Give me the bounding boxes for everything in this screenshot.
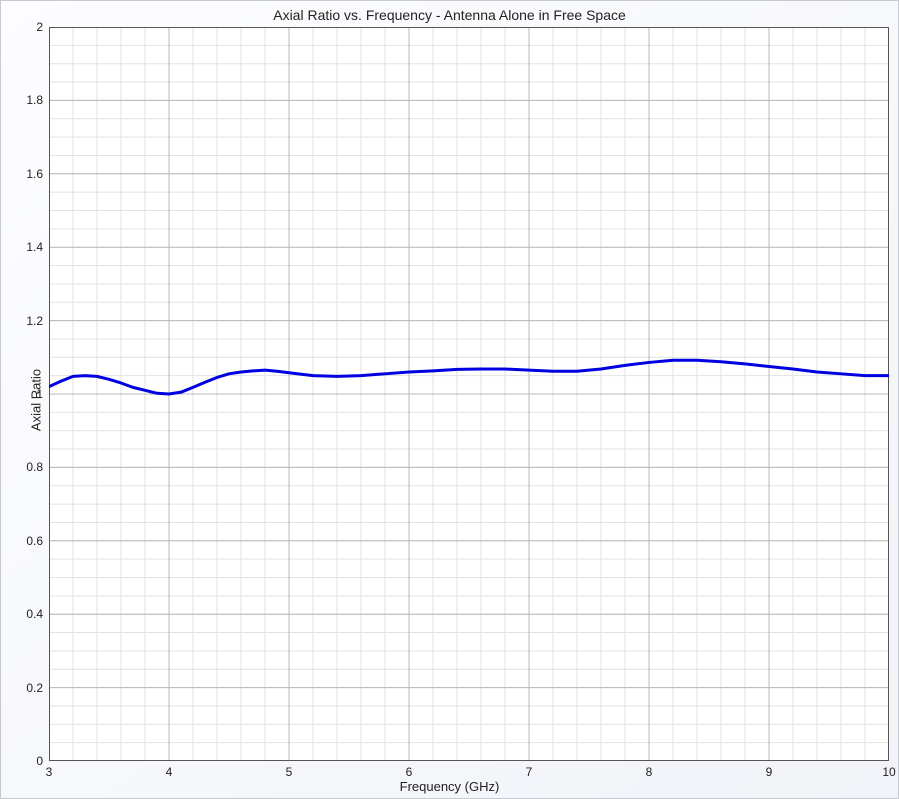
x-axis-label: Frequency (GHz) <box>1 779 898 794</box>
y-tick-label: 0.6 <box>26 534 43 548</box>
x-tick-label: 5 <box>286 765 293 779</box>
x-tick-label: 6 <box>406 765 413 779</box>
plot-svg <box>49 27 889 761</box>
chart-container: Axial Ratio vs. Frequency - Antenna Alon… <box>0 0 899 799</box>
y-tick-label: 1.4 <box>26 240 43 254</box>
x-tick-label: 10 <box>882 765 895 779</box>
x-tick-label: 9 <box>766 765 773 779</box>
y-tick-label: 1.6 <box>26 167 43 181</box>
x-tick-label: 4 <box>166 765 173 779</box>
chart-title: Axial Ratio vs. Frequency - Antenna Alon… <box>1 7 898 23</box>
y-tick-label: 0.8 <box>26 460 43 474</box>
y-tick-label: 0 <box>36 754 43 768</box>
y-tick-label: 1.8 <box>26 93 43 107</box>
y-tick-label: 0.4 <box>26 607 43 621</box>
plot-area: 34567891000.20.40.60.811.21.41.61.82 <box>49 27 889 761</box>
y-tick-label: 0.2 <box>26 681 43 695</box>
y-tick-label: 1 <box>36 387 43 401</box>
x-tick-label: 3 <box>46 765 53 779</box>
x-tick-label: 7 <box>526 765 533 779</box>
y-tick-label: 2 <box>36 20 43 34</box>
x-tick-label: 8 <box>646 765 653 779</box>
y-tick-label: 1.2 <box>26 314 43 328</box>
